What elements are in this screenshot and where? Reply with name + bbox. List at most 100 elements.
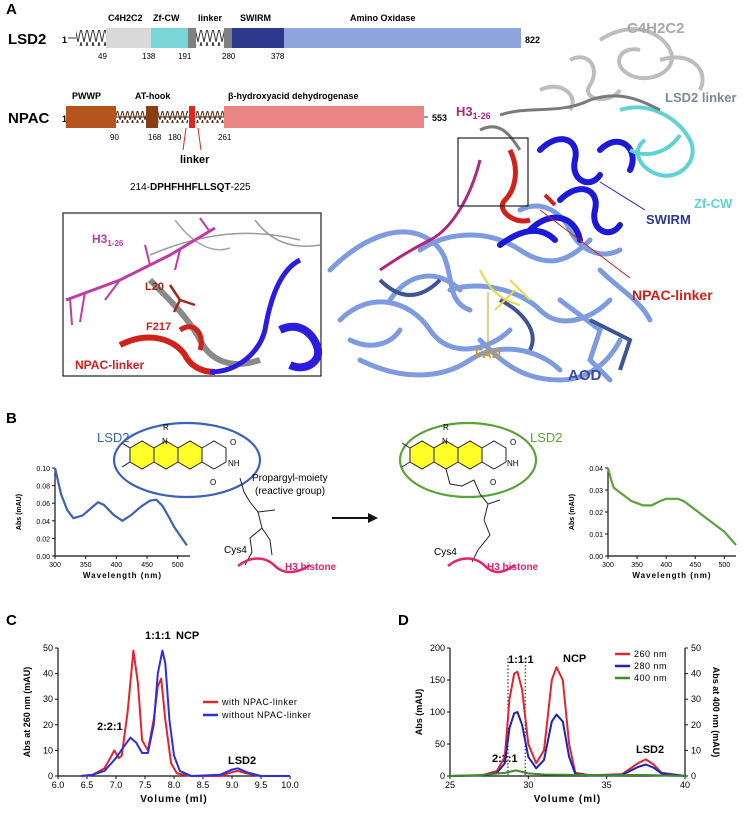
linker-block-1: [188, 28, 196, 48]
y-tick-label: 50: [435, 739, 445, 749]
y-tick-label: 0.04: [36, 519, 50, 526]
lsd2-linker-cartoon: [479, 94, 661, 151]
svg-text:N: N: [162, 437, 168, 446]
fad-cofactor: [479, 269, 531, 311]
panel-c-label: C: [6, 612, 17, 629]
svg-text:O: O: [210, 478, 216, 487]
npac-name: NPAC: [8, 110, 50, 127]
svg-text:O: O: [510, 438, 516, 447]
lsd2-end: 822: [525, 35, 540, 45]
structure-npac-linker-label: NPAC-linker: [632, 287, 713, 303]
swirm-domain: [232, 28, 284, 48]
x-tick-label: 7.0: [110, 780, 123, 790]
lsd2-domain-map: LSD2 1 822 C4H2C2 Zf-CW linker SWIRM Ami…: [8, 13, 540, 61]
lsd2-left-label: LSD2: [97, 430, 130, 445]
lsd2-tick-138: 138: [142, 52, 156, 61]
y-tick-label: 30: [43, 694, 53, 704]
x-tick-label: 6.0: [52, 780, 65, 790]
structure-lsd2-linker-label: LSD2 linker: [665, 90, 737, 105]
npac-linker-cartoon: [500, 148, 531, 224]
y-tick-label: 0.00: [36, 554, 50, 561]
y2-axis-title: Abs at 400 nm (mAU): [711, 667, 721, 758]
series-line-260-nm: [449, 666, 686, 777]
y2-tick-label: 20: [691, 720, 701, 730]
lsd2-tick-280: 280: [222, 52, 236, 61]
y-tick-label: 0.03: [589, 488, 603, 495]
x-axis-title: Wavelength (nm): [632, 571, 711, 580]
npac-linker-label: linker: [180, 154, 210, 166]
inset-npac-linker-label: NPAC-linker: [75, 358, 144, 372]
npac-coil-2: [158, 111, 188, 123]
peak-d-ncp: NCP: [563, 653, 586, 665]
x-tick-label: 9.0: [226, 780, 239, 790]
athook-domain: [146, 106, 158, 128]
peak-d-111: 1:1:1: [508, 654, 534, 666]
legend-label: 260 nm: [634, 649, 667, 659]
x-axis-title: Wavelength (nm): [83, 571, 162, 580]
legend-label: with NPAC-linker: [221, 697, 297, 707]
y-tick-label: 0.04: [589, 466, 603, 473]
x-tick-label: 450: [689, 562, 701, 569]
lsd2-tick-49: 49: [98, 52, 107, 61]
x-tick-label: 10.0: [281, 780, 299, 790]
swirm-label: SWIRM: [240, 13, 271, 23]
x-tick-label: 500: [172, 562, 184, 569]
pwwp-label: PWWP: [72, 91, 101, 101]
panel-b-label: B: [6, 410, 17, 427]
y-tick-label: 100: [430, 707, 445, 717]
series-line-400-nm: [449, 769, 686, 777]
x-tick-label: 400: [111, 562, 123, 569]
x-tick-label: 350: [631, 562, 643, 569]
y-tick-label: 0.08: [36, 484, 50, 491]
structure-fad-label: FAD: [475, 346, 501, 361]
x-tick-label: 350: [80, 562, 92, 569]
svg-text:R: R: [163, 423, 169, 432]
y2-tick-label: 40: [691, 669, 701, 679]
swirm-cartoon: [497, 136, 636, 248]
npac-coil-3: [196, 111, 224, 123]
legend-label: without NPAC-linker: [221, 710, 311, 720]
y-tick-label: 0.01: [589, 532, 603, 539]
y-tick-label: 200: [430, 643, 445, 653]
lsd2-nterm-coil: [76, 30, 106, 46]
athook-label: AT-hook: [135, 91, 171, 101]
npac-coil-1: [116, 111, 146, 123]
lsd2-npac-structure: C4H2C2 LSD2 linker Zf-CW SWIRM NPAC-link…: [327, 20, 737, 384]
propargyl-label: Propargyl-moiety: [252, 473, 328, 484]
h3-histone-left-label: H3 histone: [285, 562, 337, 573]
inset-f217-label: F217: [146, 321, 171, 333]
series-line-280-nm: [449, 711, 686, 777]
npac-linker-block: [189, 106, 195, 128]
y-tick-label: 0.10: [36, 466, 50, 473]
y-tick-label: 0.06: [36, 501, 50, 508]
y2-tick-label: 30: [691, 694, 701, 704]
series-line-0: [606, 467, 737, 546]
peak-c-111: 1:1:1: [145, 630, 171, 642]
y-axis-title: Abs (mAU): [569, 494, 576, 530]
x-tick-label: 300: [49, 562, 61, 569]
structure-zfcw-label: Zf-CW: [694, 196, 733, 211]
interface-inset: H31-26 L20 F217 NPAC-linker: [62, 212, 323, 377]
structure-aod-label: AOD: [568, 367, 602, 384]
amino-oxidase-label: Amino Oxidase: [350, 13, 416, 23]
y-tick-label: 20: [43, 720, 53, 730]
npac-tick-261: 261: [218, 133, 232, 142]
x-tick-label: 300: [602, 562, 614, 569]
bhd-domain: [224, 106, 424, 128]
y-tick-label: 0.02: [589, 510, 603, 517]
structure-c4h2c2-label: C4H2C2: [627, 20, 685, 37]
chart-c: 6.0 6.5 7.0 7.5 8.0 8.5 9.0 9.5 10.0 0 10 20 30 40 50 V…: [22, 643, 311, 805]
lsd2-start: 1: [62, 35, 67, 45]
amino-oxidase-domain: [284, 28, 521, 48]
y-tick-label: 10: [43, 745, 53, 755]
y-axis-title: Abs at 260 nm (mAU): [22, 667, 32, 758]
c4h2c2-label: C4H2C2: [108, 13, 143, 23]
svg-text:R: R: [443, 423, 449, 432]
peak-c-ncp: NCP: [176, 630, 199, 642]
chart-layer: 300 350 400 450 500 0.00 0.02 0.04 0.06 0.08 0.10 W…: [16, 466, 737, 805]
linker-block-2: [224, 28, 232, 48]
svg-text:NH: NH: [228, 459, 240, 468]
svg-text:NH: NH: [507, 459, 519, 468]
